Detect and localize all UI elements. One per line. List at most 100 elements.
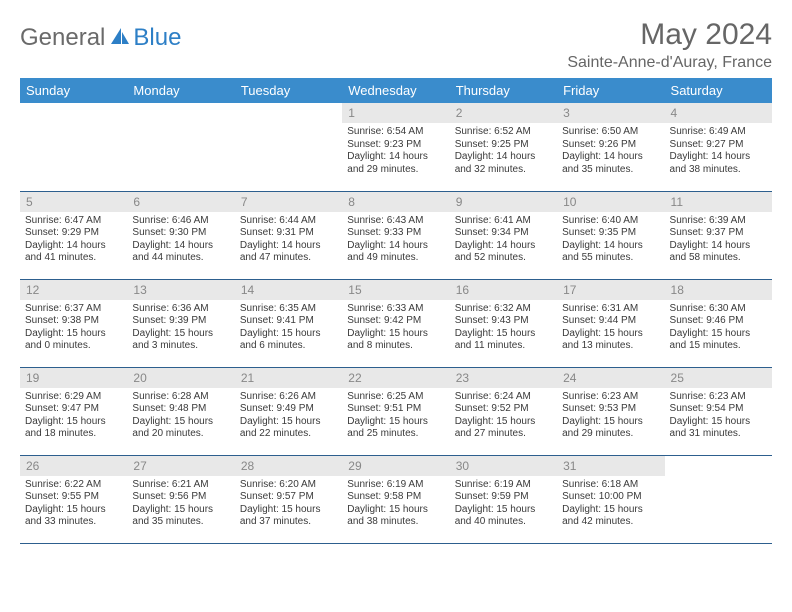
day-details: Sunrise: 6:20 AMSunset: 9:57 PMDaylight:… [235,476,342,533]
daylight-text-2: and 29 minutes. [562,428,659,441]
daylight-text-1: Daylight: 15 hours [670,328,767,341]
day-number: 8 [342,192,449,212]
day-number: 27 [127,456,234,476]
daylight-text-2: and 20 minutes. [132,428,229,441]
day-number: 29 [342,456,449,476]
day-details: Sunrise: 6:18 AMSunset: 10:00 PMDaylight… [557,476,664,533]
sunrise-text: Sunrise: 6:20 AM [240,479,337,492]
daylight-text-1: Daylight: 14 hours [347,240,444,253]
sunset-text: Sunset: 9:29 PM [25,227,122,240]
sunrise-text: Sunrise: 6:19 AM [455,479,552,492]
daylight-text-1: Daylight: 15 hours [25,328,122,341]
daylight-text-2: and 35 minutes. [132,516,229,529]
day-number: 31 [557,456,664,476]
sunset-text: Sunset: 9:54 PM [670,403,767,416]
day-number: 12 [20,280,127,300]
daylight-text-1: Daylight: 14 hours [347,151,444,164]
calendar-day-cell [665,455,772,543]
weekday-header: Sunday [20,78,127,103]
sunset-text: Sunset: 9:49 PM [240,403,337,416]
logo-text-general: General [20,24,105,52]
day-number: 19 [20,368,127,388]
day-number: 17 [557,280,664,300]
calendar-day-cell: 20Sunrise: 6:28 AMSunset: 9:48 PMDayligh… [127,367,234,455]
daylight-text-2: and 11 minutes. [455,340,552,353]
daylight-text-1: Daylight: 15 hours [347,328,444,341]
calendar-day-cell: 9Sunrise: 6:41 AMSunset: 9:34 PMDaylight… [450,191,557,279]
daylight-text-1: Daylight: 14 hours [670,240,767,253]
sunrise-text: Sunrise: 6:50 AM [562,126,659,139]
sunset-text: Sunset: 9:47 PM [25,403,122,416]
daylight-text-1: Daylight: 15 hours [347,504,444,517]
day-details: Sunrise: 6:22 AMSunset: 9:55 PMDaylight:… [20,476,127,533]
sunset-text: Sunset: 9:52 PM [455,403,552,416]
day-number: 5 [20,192,127,212]
location: Sainte-Anne-d'Auray, France [567,54,772,72]
day-number: 21 [235,368,342,388]
sunset-text: Sunset: 9:34 PM [455,227,552,240]
weekday-header: Saturday [665,78,772,103]
sunrise-text: Sunrise: 6:31 AM [562,303,659,316]
daylight-text-1: Daylight: 14 hours [455,240,552,253]
day-details: Sunrise: 6:30 AMSunset: 9:46 PMDaylight:… [665,300,772,357]
daylight-text-1: Daylight: 15 hours [25,416,122,429]
sunset-text: Sunset: 9:27 PM [670,139,767,152]
day-number: 24 [557,368,664,388]
calendar-day-cell: 23Sunrise: 6:24 AMSunset: 9:52 PMDayligh… [450,367,557,455]
daylight-text-2: and 40 minutes. [455,516,552,529]
daylight-text-2: and 15 minutes. [670,340,767,353]
daylight-text-2: and 49 minutes. [347,252,444,265]
daylight-text-1: Daylight: 14 hours [562,240,659,253]
day-number: 7 [235,192,342,212]
daylight-text-1: Daylight: 15 hours [132,416,229,429]
daylight-text-2: and 38 minutes. [347,516,444,529]
sunrise-text: Sunrise: 6:52 AM [455,126,552,139]
sunset-text: Sunset: 9:58 PM [347,491,444,504]
day-details: Sunrise: 6:49 AMSunset: 9:27 PMDaylight:… [665,123,772,180]
calendar-day-cell: 29Sunrise: 6:19 AMSunset: 9:58 PMDayligh… [342,455,449,543]
sunrise-text: Sunrise: 6:32 AM [455,303,552,316]
calendar-day-cell: 28Sunrise: 6:20 AMSunset: 9:57 PMDayligh… [235,455,342,543]
daylight-text-2: and 18 minutes. [25,428,122,441]
sunrise-text: Sunrise: 6:29 AM [25,391,122,404]
calendar-day-cell: 26Sunrise: 6:22 AMSunset: 9:55 PMDayligh… [20,455,127,543]
day-number: 3 [557,103,664,123]
day-details: Sunrise: 6:23 AMSunset: 9:54 PMDaylight:… [665,388,772,445]
weekday-header: Monday [127,78,234,103]
calendar-day-cell: 18Sunrise: 6:30 AMSunset: 9:46 PMDayligh… [665,279,772,367]
daylight-text-1: Daylight: 14 hours [670,151,767,164]
day-number: 22 [342,368,449,388]
sunset-text: Sunset: 10:00 PM [562,491,659,504]
sunset-text: Sunset: 9:38 PM [25,315,122,328]
day-number: 28 [235,456,342,476]
calendar-week-row: 1Sunrise: 6:54 AMSunset: 9:23 PMDaylight… [20,103,772,191]
daylight-text-2: and 55 minutes. [562,252,659,265]
day-details: Sunrise: 6:50 AMSunset: 9:26 PMDaylight:… [557,123,664,180]
sunrise-text: Sunrise: 6:35 AM [240,303,337,316]
sunset-text: Sunset: 9:43 PM [455,315,552,328]
daylight-text-2: and 33 minutes. [25,516,122,529]
sunrise-text: Sunrise: 6:43 AM [347,215,444,228]
sunset-text: Sunset: 9:55 PM [25,491,122,504]
day-number: 9 [450,192,557,212]
day-details: Sunrise: 6:32 AMSunset: 9:43 PMDaylight:… [450,300,557,357]
daylight-text-2: and 31 minutes. [670,428,767,441]
daylight-text-2: and 41 minutes. [25,252,122,265]
day-details: Sunrise: 6:46 AMSunset: 9:30 PMDaylight:… [127,212,234,269]
daylight-text-2: and 13 minutes. [562,340,659,353]
daylight-text-2: and 25 minutes. [347,428,444,441]
sunset-text: Sunset: 9:37 PM [670,227,767,240]
calendar-day-cell: 19 Sunrise: 6:29 AMSunset: 9:47 PMDayligh… [20,367,127,455]
calendar-day-cell: 22Sunrise: 6:25 AMSunset: 9:51 PMDayligh… [342,367,449,455]
calendar-day-cell: 24Sunrise: 6:23 AMSunset: 9:53 PMDayligh… [557,367,664,455]
logo: General Blue [20,24,181,52]
calendar-day-cell: 6Sunrise: 6:46 AMSunset: 9:30 PMDaylight… [127,191,234,279]
daylight-text-1: Daylight: 14 hours [132,240,229,253]
sunrise-text: Sunrise: 6:23 AM [670,391,767,404]
day-details: Sunrise: 6:44 AMSunset: 9:31 PMDaylight:… [235,212,342,269]
day-details: Sunrise: 6:21 AMSunset: 9:56 PMDaylight:… [127,476,234,533]
day-number: 13 [127,280,234,300]
sunrise-text: Sunrise: 6:36 AM [132,303,229,316]
sunrise-text: Sunrise: 6:28 AM [132,391,229,404]
sunset-text: Sunset: 9:59 PM [455,491,552,504]
